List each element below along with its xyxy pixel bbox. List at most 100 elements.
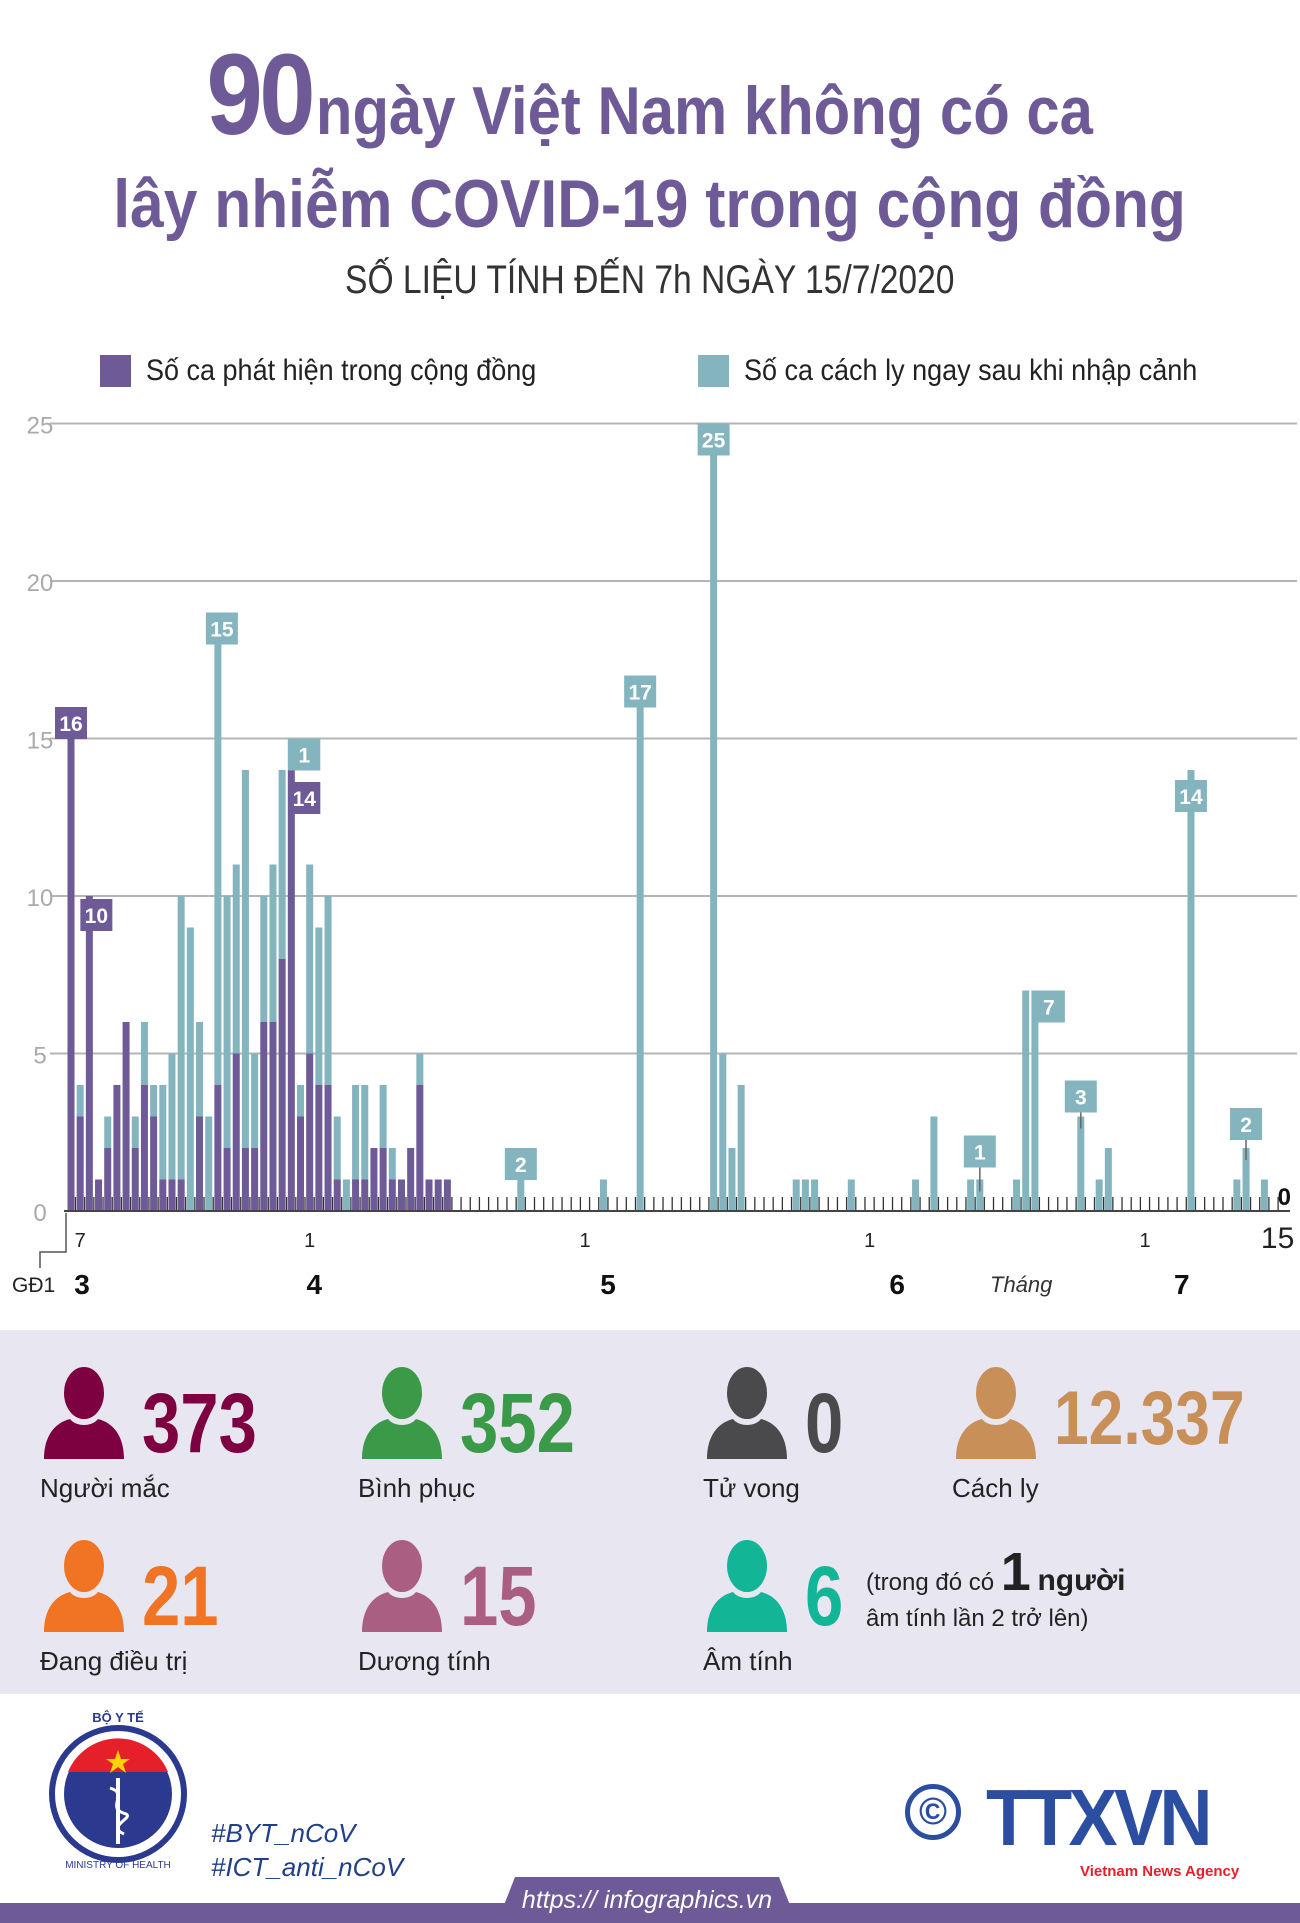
person-icon [44, 1367, 124, 1459]
bar-imported [150, 1085, 158, 1117]
data-label-box [1032, 990, 1065, 1023]
data-label: 17 [628, 682, 651, 705]
bar-community [324, 1085, 332, 1211]
title-text: ngày Việt Nam không có ca [316, 73, 1094, 149]
bar-imported [1187, 770, 1195, 1211]
bar-community [214, 1085, 222, 1211]
data-label-community-last: 0 [1278, 1184, 1291, 1211]
person-icon [44, 1540, 124, 1632]
bar-community [333, 1179, 341, 1211]
bar-imported [269, 864, 277, 1022]
note-line2: âm tính lần 2 trở lên) [866, 1605, 1089, 1632]
data-label-box [963, 1135, 996, 1168]
bar-community [104, 1148, 112, 1211]
bar-imported [168, 1053, 176, 1180]
bar-imported [599, 1179, 607, 1211]
bar-imported [76, 1085, 84, 1117]
data-label-box [205, 612, 238, 645]
bar-imported [912, 1179, 920, 1211]
y-tick-label: 25 [27, 413, 54, 440]
stat-label: Người mắc [40, 1473, 170, 1503]
data-label-box [624, 675, 657, 708]
bar-imported [333, 1116, 341, 1180]
stat-label: Âm tính [703, 1646, 793, 1676]
bar-community [370, 1148, 378, 1211]
hashtag-byt[interactable]: #BYT_nCoV [211, 1818, 356, 1848]
url-tab [497, 1877, 797, 1923]
bar-community [388, 1179, 396, 1211]
stat-label: Tử vong [703, 1473, 800, 1503]
bar-imported [177, 896, 185, 1180]
bar-imported [636, 675, 644, 1211]
data-label-box [80, 899, 113, 931]
bar-community [168, 1179, 176, 1211]
bar-community [177, 1179, 185, 1211]
bar-community [150, 1116, 158, 1211]
website-link[interactable]: https:// infographics.vn [521, 1886, 773, 1914]
data-label: 7 [1043, 997, 1055, 1020]
bar-community [397, 1179, 405, 1211]
stat-value: 373 [142, 1376, 257, 1470]
stat-value: 352 [460, 1376, 575, 1470]
bar-imported [811, 1179, 819, 1211]
bar-community [416, 1085, 424, 1211]
note-prefix: (trong đó có [866, 1569, 995, 1596]
bar-imported [1095, 1179, 1103, 1211]
title-line2-text: lây nhiễm COVID-19 trong cộng đồng [113, 166, 1187, 242]
legend-swatch-community [100, 355, 131, 387]
data-label: 2 [515, 1154, 527, 1177]
bar-imported [1013, 1179, 1021, 1211]
stat-value: 21 [142, 1549, 219, 1643]
legend-item-imported: Số ca cách ly ngay sau khi nhập cảnh [698, 354, 1248, 387]
negative-note: (trong đó có 1 người âm tính lần 2 trở l… [866, 1545, 1126, 1633]
bar-imported [792, 1179, 800, 1211]
bar-imported [1022, 990, 1030, 1211]
agency-name: Vietnam News Agency [1080, 1863, 1240, 1880]
bar-community [122, 1022, 130, 1211]
bar-imported [131, 1116, 139, 1148]
bar-imported [196, 1022, 204, 1117]
bar-imported [104, 1116, 112, 1148]
bar-imported [342, 1179, 350, 1211]
x-day-tick-label: 1 [1139, 1230, 1150, 1252]
y-tick-label: 5 [33, 1043, 46, 1070]
bar-community [443, 1179, 451, 1211]
bar-imported [1031, 990, 1039, 1211]
bar-imported [1260, 1179, 1268, 1211]
bar-community [85, 896, 93, 1211]
bar-imported [324, 896, 332, 1085]
stat-label: Dương tính [358, 1646, 491, 1676]
data-label-box [1230, 1108, 1263, 1140]
bar-imported [232, 864, 240, 1054]
data-label-box [288, 782, 321, 814]
bar-imported [379, 1085, 387, 1148]
x-month-label: 3 [74, 1269, 90, 1300]
svg-text:MINISTRY OF HEALTH: MINISTRY OF HEALTH [65, 1860, 171, 1870]
bar-community [297, 1116, 304, 1211]
bar-imported [416, 1053, 424, 1085]
bar-community [407, 1148, 415, 1211]
bar-imported [847, 1179, 855, 1211]
y-tick-label: 15 [27, 728, 54, 755]
bar-imported [930, 1116, 938, 1211]
bar-community [260, 1022, 268, 1211]
bar-imported [388, 1148, 396, 1180]
data-label: 25 [702, 430, 726, 453]
bar-imported [728, 1148, 736, 1211]
bar-community [306, 1053, 314, 1211]
data-label: 14 [1179, 786, 1203, 809]
note-unit: người [1037, 1564, 1126, 1597]
bar-imported [737, 1085, 745, 1211]
data-label: 15 [210, 619, 234, 642]
hashtag-ict[interactable]: #ICT_anti_nCoV [211, 1852, 404, 1882]
bar-imported [361, 1085, 369, 1180]
title-number: 90 [206, 31, 316, 159]
x-month-label: 5 [600, 1269, 616, 1300]
bar-imported [1104, 1148, 1112, 1211]
data-label: 1 [974, 1142, 986, 1165]
stat-label: Bình phục [358, 1473, 476, 1503]
bar-community [232, 1053, 240, 1211]
phase-bracket [39, 1213, 67, 1268]
data-label-box [504, 1148, 537, 1180]
bar-imported [159, 1085, 167, 1180]
